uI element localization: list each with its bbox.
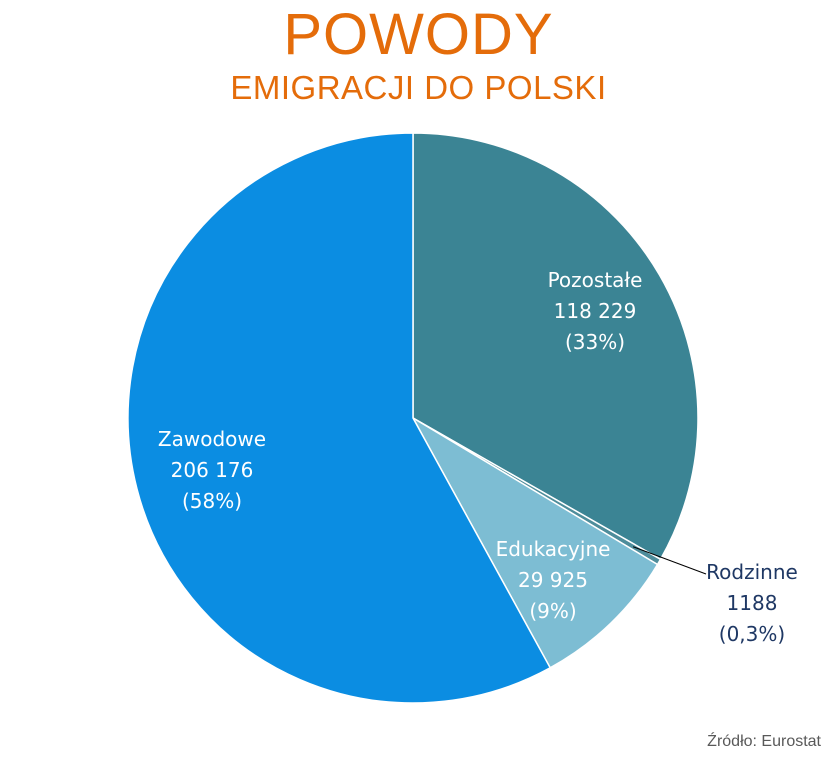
pie-slice-pozostałe [412, 132, 699, 561]
data-label-rodzinne-percent: (0,3%) [719, 622, 785, 646]
data-label-zawodowe-name: Zawodowe [158, 427, 266, 451]
data-label-edukacyjne-name: Edukacyjne [496, 537, 611, 561]
data-label-zawodowe-percent: (58%) [182, 489, 242, 513]
data-label-pozostałe-name: Pozostałe [548, 268, 643, 292]
data-label-edukacyjne-value: 29 925 [518, 568, 588, 592]
data-label-rodzinne-name: Rodzinne [706, 560, 798, 584]
data-label-pozostałe-value: 118 229 [554, 299, 637, 323]
chart-subtitle: EMIGRACJI DO POLSKI [230, 69, 607, 106]
data-label-zawodowe-value: 206 176 [171, 458, 254, 482]
source-note: Źródło: Eurostat [707, 733, 821, 750]
pie-slice-edukacyjne [411, 415, 659, 669]
pie-slice-zawodowe [127, 132, 552, 704]
chart-title: POWODY [283, 2, 554, 67]
data-label-edukacyjne-percent: (9%) [529, 599, 576, 623]
data-label-rodzinne-value: 1188 [727, 591, 778, 615]
data-label-pozostałe-percent: (33%) [565, 330, 625, 354]
leader-line-rodzinne [632, 546, 707, 575]
